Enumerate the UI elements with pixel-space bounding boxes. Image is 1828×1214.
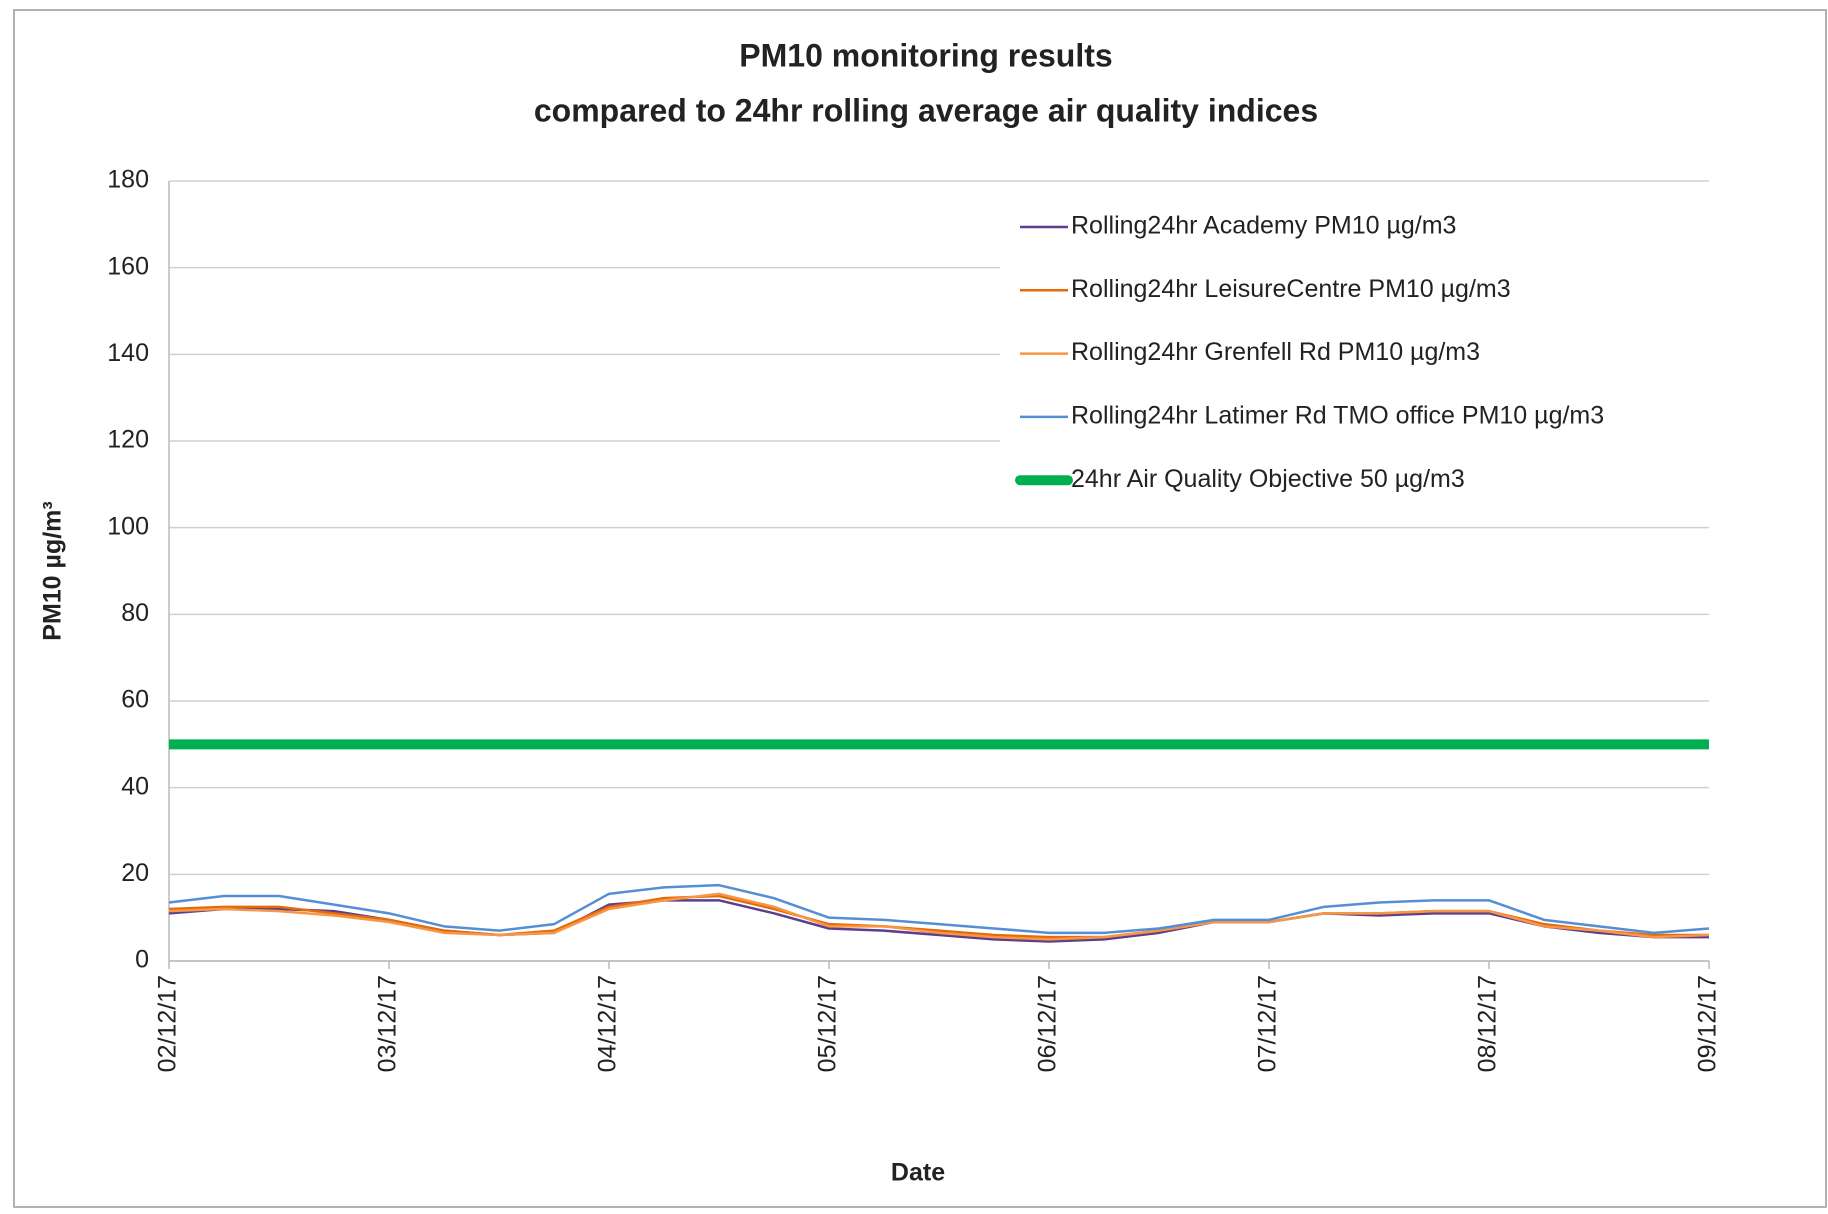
y-tick-label: 100 <box>107 512 149 540</box>
x-tick-label: 07/12/17 <box>1254 975 1282 1072</box>
x-tick-label: 09/12/17 <box>1694 975 1722 1072</box>
x-tick-label: 08/12/17 <box>1474 975 1502 1072</box>
y-tick-label: 80 <box>121 599 149 627</box>
y-axis-title: PM10 µg/m³ <box>39 501 67 640</box>
legend-label: 24hr Air Quality Objective 50 µg/m3 <box>1071 465 1465 493</box>
x-tick-label: 02/12/17 <box>154 975 182 1072</box>
y-tick-label: 60 <box>121 686 149 714</box>
y-tick-label: 20 <box>121 859 149 887</box>
legend-label: Rolling24hr Grenfell Rd PM10 µg/m3 <box>1071 338 1480 366</box>
chart-title: compared to 24hr rolling average air qua… <box>534 92 1318 128</box>
legend-label: Rolling24hr Latimer Rd TMO office PM10 µ… <box>1071 402 1604 430</box>
x-axis-title: Date <box>891 1159 945 1187</box>
y-tick-label: 180 <box>107 166 149 194</box>
y-tick-label: 140 <box>107 339 149 367</box>
y-tick-label: 0 <box>135 946 149 974</box>
legend-label: Rolling24hr LeisureCentre PM10 µg/m3 <box>1071 275 1511 303</box>
series-line <box>168 883 1710 935</box>
y-tick-label: 160 <box>107 252 149 280</box>
y-tick-label: 120 <box>107 426 149 454</box>
legend-label: Rolling24hr Academy PM10 µg/m3 <box>1071 212 1456 240</box>
x-tick-label: 03/12/17 <box>374 975 402 1072</box>
x-tick-label: 04/12/17 <box>594 975 622 1072</box>
x-tick-label: 06/12/17 <box>1034 975 1062 1072</box>
chart-title: PM10 monitoring results <box>739 37 1112 73</box>
series-line <box>168 892 1710 941</box>
y-tick-label: 40 <box>121 772 149 800</box>
legend-box <box>1000 198 1709 504</box>
chart-frame <box>13 9 1827 1208</box>
x-tick-label: 05/12/17 <box>814 975 842 1072</box>
